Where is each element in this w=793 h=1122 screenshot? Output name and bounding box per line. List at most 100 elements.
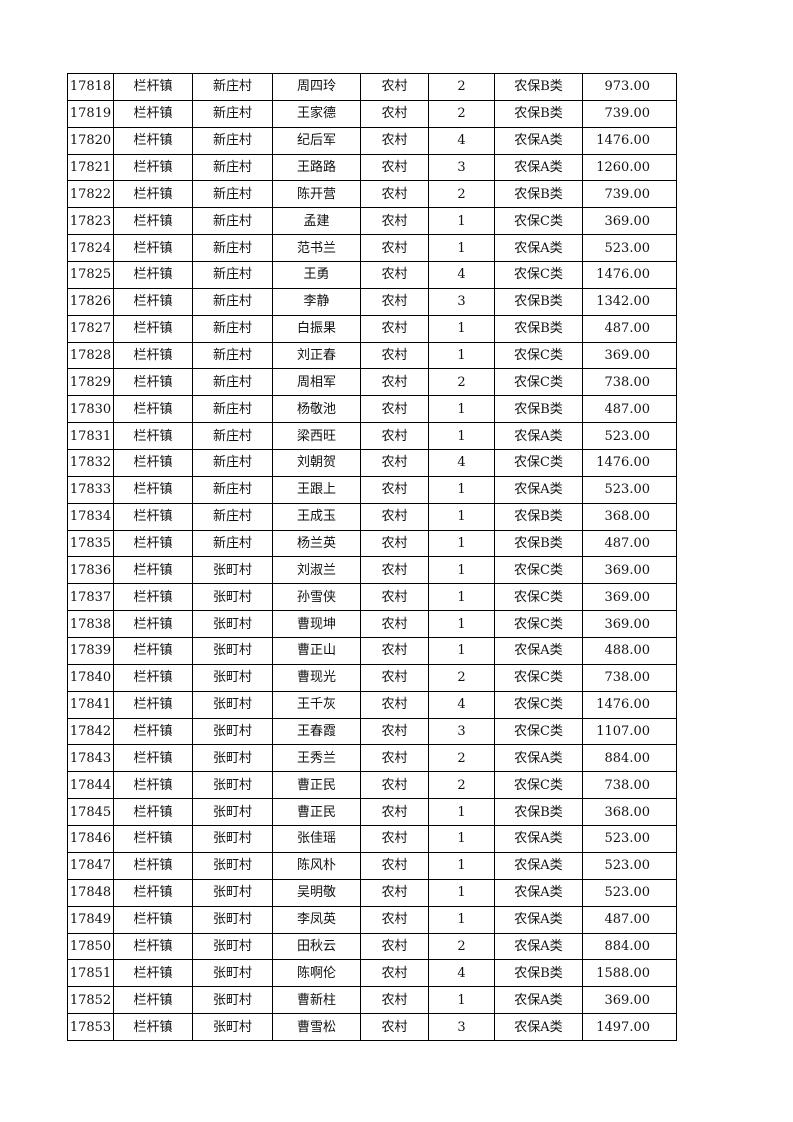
- serial-number-cell: 17824: [67, 234, 114, 263]
- insurance-category-cell: 农保C类: [494, 207, 583, 236]
- village-cell: 张町村: [192, 1013, 273, 1041]
- name-cell: 周相军: [272, 368, 361, 397]
- amount-cell: 523.00: [582, 475, 677, 504]
- serial-number-cell: 17819: [67, 99, 114, 128]
- insurance-category-cell: 农保C类: [494, 663, 583, 692]
- household-type-cell: 农村: [360, 99, 429, 128]
- amount-cell: 369.00: [582, 583, 677, 612]
- serial-number-cell: 17826: [67, 287, 114, 316]
- member-count-cell: 3: [428, 717, 495, 746]
- town-cell: 栏杆镇: [113, 610, 193, 639]
- serial-number-cell: 17823: [67, 207, 114, 236]
- insurance-category-cell: 农保C类: [494, 556, 583, 585]
- name-cell: 陈风朴: [272, 851, 361, 880]
- village-cell: 新庄村: [192, 449, 273, 477]
- member-count-cell: 2: [428, 771, 495, 800]
- household-type-cell: 农村: [360, 637, 429, 665]
- amount-cell: 369.00: [582, 341, 677, 370]
- serial-number-cell: 17818: [67, 73, 114, 101]
- household-type-cell: 农村: [360, 771, 429, 800]
- table-row: 17831 栏杆镇 新庄村 梁西旺 农村 1 农保A类 523.00: [67, 422, 677, 451]
- town-cell: 栏杆镇: [113, 690, 193, 719]
- member-count-cell: 1: [428, 798, 495, 827]
- town-cell: 栏杆镇: [113, 502, 193, 531]
- member-count-cell: 2: [428, 368, 495, 397]
- town-cell: 栏杆镇: [113, 99, 193, 128]
- household-type-cell: 农村: [360, 422, 429, 451]
- serial-number-cell: 17846: [67, 825, 114, 853]
- member-count-cell: 1: [428, 234, 495, 263]
- serial-number-cell: 17837: [67, 583, 114, 612]
- village-cell: 张町村: [192, 583, 273, 612]
- serial-number-cell: 17853: [67, 1013, 114, 1041]
- member-count-cell: 1: [428, 475, 495, 504]
- village-cell: 新庄村: [192, 234, 273, 263]
- table-row: 17828 栏杆镇 新庄村 刘正春 农村 1 农保C类 369.00: [67, 341, 677, 370]
- name-cell: 范书兰: [272, 234, 361, 263]
- household-type-cell: 农村: [360, 878, 429, 907]
- name-cell: 曹正民: [272, 798, 361, 827]
- town-cell: 栏杆镇: [113, 986, 193, 1015]
- insurance-category-cell: 农保B类: [494, 287, 583, 316]
- subsidy-table: 17818 栏杆镇 新庄村 周四玲 农村 2 农保B类 973.00 17819 栏杆镇 新庄村 王家…: [67, 73, 677, 1041]
- table-row: 17850 栏杆镇 张町村 田秋云 农村 2 农保A类 884.00: [67, 932, 677, 961]
- household-type-cell: 农村: [360, 126, 429, 155]
- member-count-cell: 1: [428, 314, 495, 343]
- amount-cell: 369.00: [582, 610, 677, 639]
- insurance-category-cell: 农保B类: [494, 314, 583, 343]
- household-type-cell: 农村: [360, 932, 429, 961]
- village-cell: 新庄村: [192, 99, 273, 128]
- town-cell: 栏杆镇: [113, 529, 193, 558]
- household-type-cell: 农村: [360, 502, 429, 531]
- household-type-cell: 农村: [360, 475, 429, 504]
- amount-cell: 369.00: [582, 556, 677, 585]
- name-cell: 王春霞: [272, 717, 361, 746]
- village-cell: 张町村: [192, 798, 273, 827]
- member-count-cell: 2: [428, 73, 495, 101]
- amount-cell: 738.00: [582, 663, 677, 692]
- household-type-cell: 农村: [360, 207, 429, 236]
- town-cell: 栏杆镇: [113, 368, 193, 397]
- town-cell: 栏杆镇: [113, 637, 193, 665]
- amount-cell: 739.00: [582, 99, 677, 128]
- insurance-category-cell: 农保A类: [494, 878, 583, 907]
- village-cell: 张町村: [192, 637, 273, 665]
- name-cell: 王成玉: [272, 502, 361, 531]
- serial-number-cell: 17839: [67, 637, 114, 665]
- member-count-cell: 1: [428, 341, 495, 370]
- amount-cell: 973.00: [582, 73, 677, 101]
- household-type-cell: 农村: [360, 234, 429, 263]
- insurance-category-cell: 农保A类: [494, 851, 583, 880]
- insurance-category-cell: 农保C类: [494, 341, 583, 370]
- serial-number-cell: 17821: [67, 153, 114, 182]
- table-row: 17824 栏杆镇 新庄村 范书兰 农村 1 农保A类 523.00: [67, 234, 677, 263]
- amount-cell: 1476.00: [582, 449, 677, 477]
- name-cell: 王勇: [272, 261, 361, 289]
- table-body: 17818 栏杆镇 新庄村 周四玲 农村 2 农保B类 973.00 17819 栏杆镇 新庄村 王家…: [67, 73, 677, 1041]
- household-type-cell: 农村: [360, 583, 429, 612]
- member-count-cell: 3: [428, 1013, 495, 1041]
- table-row: 17829 栏杆镇 新庄村 周相军 农村 2 农保C类 738.00: [67, 368, 677, 397]
- member-count-cell: 1: [428, 583, 495, 612]
- serial-number-cell: 17829: [67, 368, 114, 397]
- amount-cell: 368.00: [582, 798, 677, 827]
- serial-number-cell: 17838: [67, 610, 114, 639]
- insurance-category-cell: 农保A类: [494, 825, 583, 853]
- village-cell: 新庄村: [192, 73, 273, 101]
- member-count-cell: 1: [428, 986, 495, 1015]
- village-cell: 新庄村: [192, 287, 273, 316]
- amount-cell: 1342.00: [582, 287, 677, 316]
- insurance-category-cell: 农保B类: [494, 180, 583, 209]
- amount-cell: 523.00: [582, 851, 677, 880]
- amount-cell: 1476.00: [582, 261, 677, 289]
- amount-cell: 523.00: [582, 825, 677, 853]
- town-cell: 栏杆镇: [113, 153, 193, 182]
- name-cell: 孟建: [272, 207, 361, 236]
- table-row: 17847 栏杆镇 张町村 陈风朴 农村 1 农保A类 523.00: [67, 851, 677, 880]
- household-type-cell: 农村: [360, 395, 429, 424]
- amount-cell: 1476.00: [582, 126, 677, 155]
- town-cell: 栏杆镇: [113, 583, 193, 612]
- table-row: 17836 栏杆镇 张町村 刘淑兰 农村 1 农保C类 369.00: [67, 556, 677, 585]
- name-cell: 曹雪松: [272, 1013, 361, 1041]
- insurance-category-cell: 农保A类: [494, 932, 583, 961]
